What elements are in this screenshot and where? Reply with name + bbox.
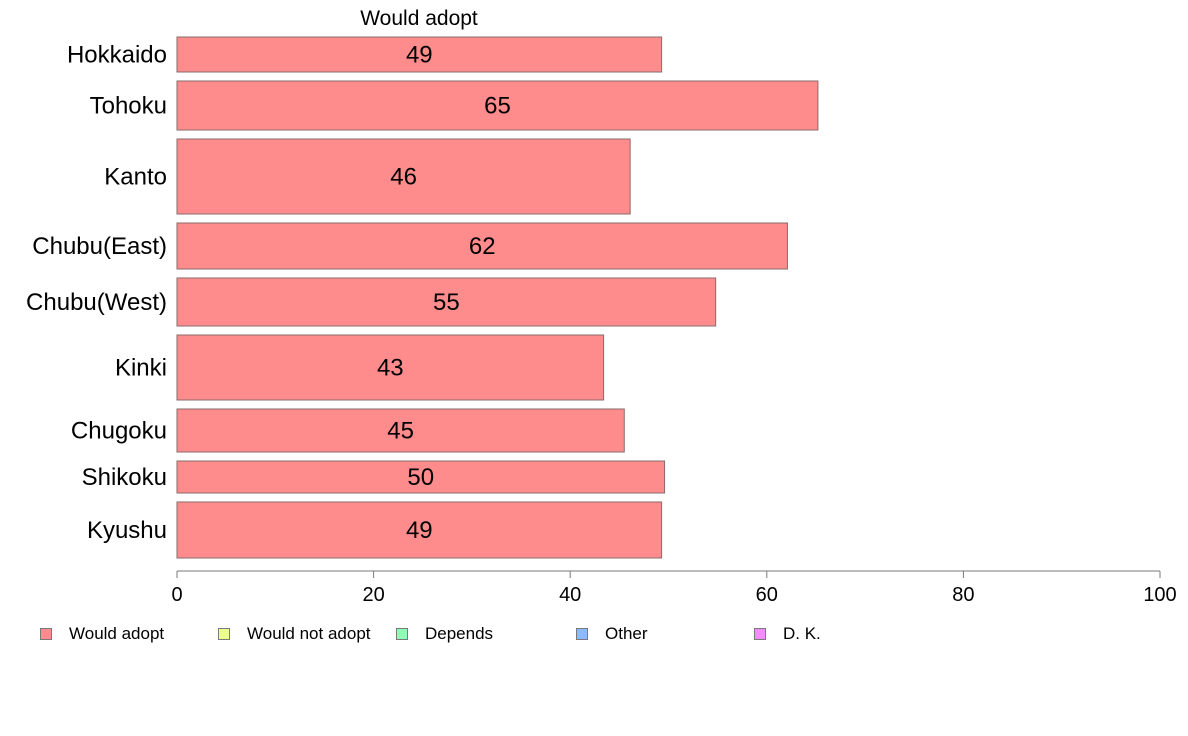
legend-label: Would adopt (69, 624, 165, 643)
legend-item: Other (576, 624, 648, 644)
bar-value-label: 65 (484, 93, 511, 120)
bar-value-label: 45 (387, 418, 414, 445)
bar-value-label: 50 (407, 464, 434, 491)
bar-kinki (176, 334, 605, 401)
bar-chubu-west (176, 277, 717, 327)
x-tick-label: 20 (362, 584, 384, 606)
legend-item: Would adopt (40, 624, 164, 644)
legend-swatch (40, 628, 52, 640)
bar-value-label: 43 (377, 355, 404, 382)
legend-item: Would not adopt (218, 624, 371, 644)
x-tick-label: 0 (171, 584, 182, 606)
category-label: Tohoku (90, 93, 167, 120)
bar-value-label: 49 (406, 42, 433, 69)
bar-chubu-east (176, 222, 788, 270)
category-label: Kanto (104, 164, 167, 191)
bar-value-label: 46 (390, 164, 417, 191)
category-label: Chugoku (71, 418, 167, 445)
x-tick-label: 60 (756, 584, 778, 606)
bar-kyushu (176, 501, 663, 559)
legend-label: Other (605, 624, 648, 643)
bar-value-label: 55 (433, 289, 460, 316)
bar-kanto (176, 138, 631, 215)
legend-swatch (576, 628, 588, 640)
legend-swatch (396, 628, 408, 640)
bar-value-label: 62 (469, 233, 496, 260)
x-tick-label: 40 (559, 584, 581, 606)
category-label: Kyushu (87, 517, 167, 544)
category-label: Chubu(West) (26, 289, 167, 316)
legend-swatch (218, 628, 230, 640)
bar-hokkaido (176, 36, 663, 73)
legend-label: Would not adopt (247, 624, 371, 643)
category-label: Shikoku (82, 464, 167, 491)
bar-value-label: 49 (406, 517, 433, 544)
legend-item: D. K. (754, 624, 821, 644)
category-label: Hokkaido (67, 42, 167, 69)
legend-label: D. K. (783, 624, 821, 643)
chart-title: Would adopt (360, 7, 478, 30)
legend: Would adopt Would not adopt Depends Other D.… (40, 624, 1140, 646)
bar-chugoku (176, 408, 625, 453)
x-tick-label: 80 (952, 584, 974, 606)
bar-tohoku (176, 80, 819, 131)
category-label: Chubu(East) (32, 233, 167, 260)
legend-label: Depends (425, 624, 494, 643)
bar-shikoku (176, 460, 666, 494)
x-tick-label: 100 (1143, 584, 1176, 606)
category-label: Kinki (115, 355, 167, 382)
legend-item: Depends (396, 624, 493, 644)
legend-swatch (754, 628, 766, 640)
